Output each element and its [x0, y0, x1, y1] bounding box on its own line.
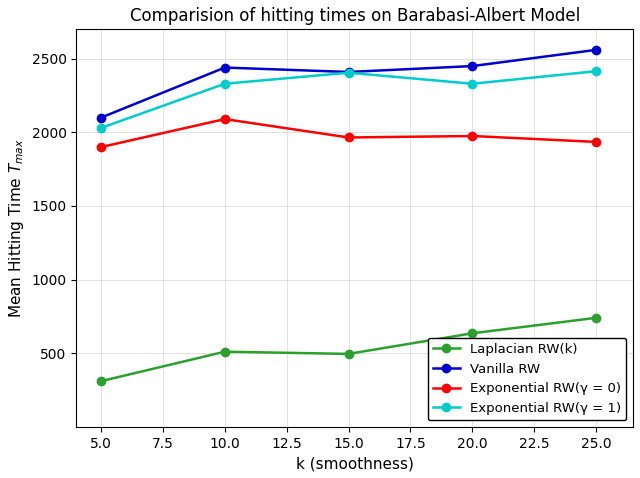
Exponential RW(γ = 1) [345, 70, 353, 76]
Line: Vanilla RW: Vanilla RW [97, 46, 600, 122]
Legend: Laplacian RW(k), Vanilla RW, Exponential RW(γ = 0), Exponential RW(γ = 1): Laplacian RW(k), Vanilla RW, Exponential… [428, 338, 627, 420]
Laplacian RW(k) [221, 349, 228, 355]
Vanilla RW [468, 63, 476, 69]
Vanilla RW [221, 65, 228, 70]
Exponential RW(γ = 0) [468, 133, 476, 139]
Exponential RW(γ = 0) [97, 144, 105, 150]
Exponential RW(γ = 1) [97, 125, 105, 131]
Exponential RW(γ = 0) [345, 135, 353, 141]
Exponential RW(γ = 1) [468, 81, 476, 87]
Vanilla RW [345, 69, 353, 75]
Line: Exponential RW(γ = 1): Exponential RW(γ = 1) [97, 67, 600, 132]
Exponential RW(γ = 0) [221, 116, 228, 122]
Laplacian RW(k) [592, 315, 600, 321]
Line: Laplacian RW(k): Laplacian RW(k) [97, 314, 600, 385]
Line: Exponential RW(γ = 0): Exponential RW(γ = 0) [97, 115, 600, 151]
Exponential RW(γ = 0) [592, 139, 600, 145]
Laplacian RW(k) [468, 330, 476, 336]
Exponential RW(γ = 1) [592, 68, 600, 74]
Vanilla RW [592, 47, 600, 53]
Title: Comparision of hitting times on Barabasi-Albert Model: Comparision of hitting times on Barabasi… [129, 7, 580, 25]
Vanilla RW [97, 115, 105, 120]
Exponential RW(γ = 1) [221, 81, 228, 87]
Y-axis label: Mean Hitting Time $T_{max}$: Mean Hitting Time $T_{max}$ [7, 138, 26, 318]
Laplacian RW(k) [97, 378, 105, 384]
Laplacian RW(k) [345, 351, 353, 357]
X-axis label: k (smoothness): k (smoothness) [296, 456, 413, 471]
